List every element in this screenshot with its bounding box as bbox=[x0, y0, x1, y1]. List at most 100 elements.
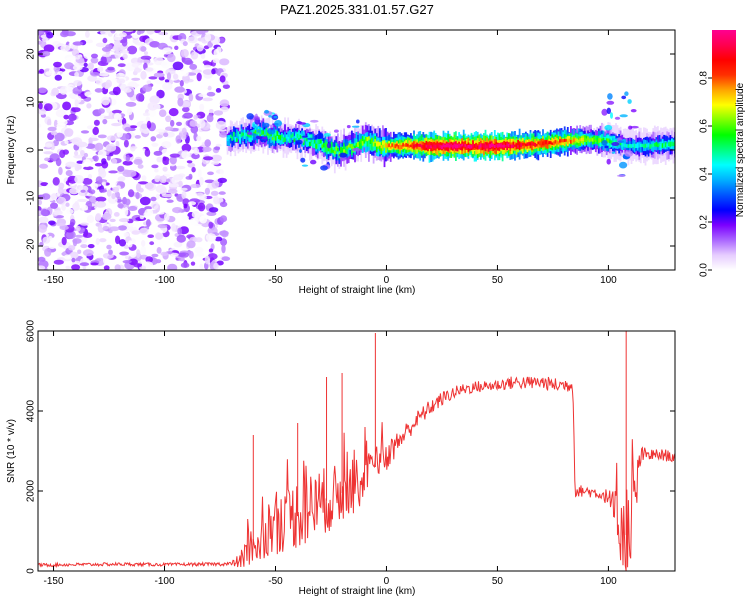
spectrogram-noise-blob bbox=[202, 69, 214, 75]
spectrogram-noise-blob bbox=[92, 126, 99, 136]
spectrogram-noise-blob bbox=[178, 257, 185, 262]
spectrogram-noise-blob bbox=[71, 48, 80, 57]
spectrogram-noise-blob bbox=[167, 263, 178, 270]
spectrogram-signal-cell bbox=[636, 143, 639, 149]
spectrogram-noise-blob bbox=[87, 75, 98, 82]
spectrogram-signal-cell bbox=[312, 142, 314, 148]
spectrogram-noise-blob bbox=[116, 78, 126, 84]
spectrogram-noise-blob bbox=[148, 108, 157, 118]
spectrogram-signal-cell bbox=[601, 138, 603, 143]
spectrogram-signal-cell bbox=[260, 129, 263, 136]
spectrogram-noise-blob bbox=[180, 262, 190, 268]
spectrogram-noise-blob bbox=[220, 106, 229, 113]
spectrogram-noise-blob bbox=[219, 75, 226, 83]
spectrogram-signal-cell bbox=[355, 143, 358, 147]
spectrogram-signal-cell bbox=[295, 133, 297, 139]
spectrogram-signal-cell bbox=[313, 140, 316, 144]
spectrogram-signal-cell bbox=[655, 142, 658, 147]
spectrogram-noise-blob bbox=[127, 206, 138, 211]
spectrogram-signal-cell bbox=[532, 141, 535, 146]
spectrogram-signal-cell bbox=[240, 132, 243, 138]
spectrogram-signal-cell bbox=[243, 135, 246, 139]
spectrogram-signal-cell bbox=[284, 131, 286, 139]
spectrogram-fragment-blob bbox=[630, 109, 637, 113]
spectrogram-noise-blob bbox=[204, 139, 211, 148]
spectrogram-signal-cell bbox=[271, 131, 274, 142]
spectrogram-noise-blob bbox=[42, 236, 51, 244]
spectrogram-signal-cell bbox=[366, 138, 369, 147]
spectrogram-signal-cell bbox=[391, 143, 394, 147]
spectrogram-signal-cell bbox=[408, 140, 411, 150]
spectrogram-noise-blob bbox=[151, 253, 159, 258]
spectrogram-signal-cell bbox=[671, 141, 673, 147]
spectrogram-signal-cell bbox=[428, 144, 431, 149]
spectrogram-noise-blob bbox=[157, 223, 168, 229]
spectrogram-signal-cell bbox=[400, 144, 403, 150]
spectrogram-y-label: Frequency (Hz) bbox=[6, 116, 17, 185]
spectrogram-noise-blob bbox=[166, 199, 174, 203]
spectrogram-noise-blob bbox=[151, 164, 159, 169]
spectrogram-noise-blob bbox=[88, 196, 98, 204]
spectrogram-noise-blob bbox=[196, 72, 202, 82]
spectrogram-signal-cell bbox=[559, 139, 561, 143]
spectrogram-noise-blob bbox=[196, 192, 204, 197]
spectrogram-signal-cell bbox=[571, 139, 574, 143]
spectrogram-signal-cell bbox=[276, 130, 279, 136]
spectrogram-noise-blob bbox=[143, 51, 149, 55]
spectrogram-noise-blob bbox=[53, 139, 59, 147]
spectrogram-noise-blob bbox=[140, 123, 149, 130]
snr-y-ticks: 0 2000 4000 6000 bbox=[26, 319, 675, 574]
spectrogram-noise-blob bbox=[179, 80, 184, 87]
spectrogram-noise-blob bbox=[186, 240, 196, 249]
spectrogram-signal-cell bbox=[277, 135, 280, 140]
spectrogram-noise-blob bbox=[41, 193, 51, 200]
spectrogram-noise-blob bbox=[144, 148, 151, 157]
spectrogram-noise-blob bbox=[150, 136, 157, 142]
spectrogram-fragment-blob bbox=[300, 157, 306, 163]
spectrogram-signal-cell bbox=[498, 143, 501, 148]
spectrogram-x-ticks: -150 -100 -50 0 50 100 bbox=[44, 30, 617, 286]
spectrogram-noise-blob bbox=[156, 156, 163, 163]
spectrogram-fragment-blob bbox=[255, 135, 263, 140]
spectrogram-noise-blob bbox=[74, 234, 84, 238]
spectrogram-signal-cell bbox=[419, 143, 422, 147]
spectrogram-noise-blob bbox=[157, 211, 165, 215]
spectrogram-x-tick-label: 50 bbox=[492, 275, 504, 286]
spectrogram-signal-cell bbox=[492, 143, 495, 151]
spectrogram-noise-blob bbox=[208, 248, 214, 253]
spectrogram-noise-blob bbox=[115, 140, 120, 148]
spectrogram-fragment-blob bbox=[246, 131, 253, 135]
spectrogram-signal-cell bbox=[281, 132, 283, 144]
spectrogram-signal-cell bbox=[332, 149, 335, 153]
spectrogram-fragment-blob bbox=[300, 130, 306, 138]
colorbar-gradient bbox=[712, 30, 736, 270]
spectrogram-signal-cell bbox=[267, 133, 269, 141]
spectrogram-noise-blob bbox=[211, 180, 220, 189]
spectrogram-noise-blob bbox=[102, 54, 112, 58]
spectrogram-noise-blob bbox=[44, 143, 53, 148]
spectrogram-signal-cell bbox=[475, 144, 477, 148]
snr-y-tick-label: 2000 bbox=[26, 479, 37, 502]
snr-x-label: Height of straight line (km) bbox=[299, 586, 416, 597]
spectrogram-noise-blob bbox=[178, 180, 183, 188]
spectrogram-signal-cell bbox=[298, 130, 300, 142]
spectrogram-signal-cell bbox=[461, 143, 464, 147]
spectrogram-signal-cell bbox=[304, 135, 307, 146]
spectrogram-noise-blob bbox=[145, 62, 154, 66]
spectrogram-signal-cell bbox=[566, 140, 569, 144]
spectrogram-signal-cell bbox=[462, 144, 465, 148]
snr-y-tick-label: 6000 bbox=[26, 319, 37, 342]
spectrogram-signal-cell bbox=[285, 135, 288, 145]
spectrogram-noise-blob bbox=[117, 63, 126, 68]
spectrogram-noise-blob bbox=[117, 225, 127, 231]
spectrogram-noise-blob bbox=[203, 156, 214, 161]
spectrogram-noise-blob bbox=[181, 191, 187, 200]
spectrogram-signal-cell bbox=[607, 138, 610, 143]
spectrogram-signal-cell bbox=[229, 134, 232, 139]
spectrogram-noise-blob bbox=[109, 218, 116, 223]
spectrogram-x-tick-label: -100 bbox=[155, 275, 175, 286]
spectrogram-signal-cell bbox=[361, 136, 364, 146]
spectrogram-signal-cell bbox=[433, 144, 436, 149]
spectrogram-noise-blob bbox=[43, 103, 53, 111]
